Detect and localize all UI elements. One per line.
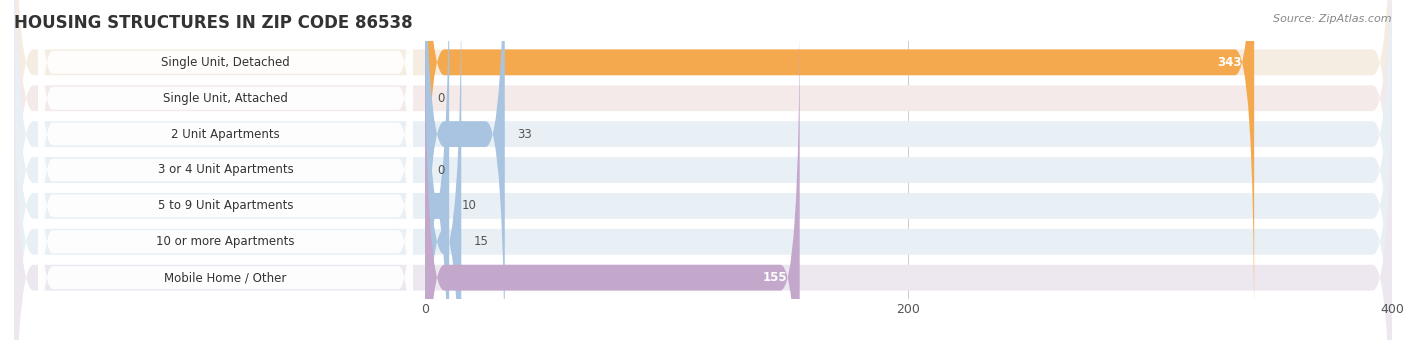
Text: 33: 33	[517, 128, 531, 141]
Text: Source: ZipAtlas.com: Source: ZipAtlas.com	[1274, 14, 1392, 23]
FancyBboxPatch shape	[38, 2, 413, 340]
FancyBboxPatch shape	[425, 0, 461, 340]
FancyBboxPatch shape	[425, 0, 449, 340]
FancyBboxPatch shape	[425, 0, 1254, 337]
Text: HOUSING STRUCTURES IN ZIP CODE 86538: HOUSING STRUCTURES IN ZIP CODE 86538	[14, 14, 413, 32]
FancyBboxPatch shape	[14, 0, 1392, 340]
Text: 10 or more Apartments: 10 or more Apartments	[156, 235, 295, 248]
FancyBboxPatch shape	[14, 3, 1392, 340]
FancyBboxPatch shape	[38, 0, 413, 340]
FancyBboxPatch shape	[425, 3, 800, 340]
FancyBboxPatch shape	[14, 0, 1392, 340]
Text: 155: 155	[763, 271, 787, 284]
Text: Mobile Home / Other: Mobile Home / Other	[165, 271, 287, 284]
Text: 5 to 9 Unit Apartments: 5 to 9 Unit Apartments	[157, 199, 294, 212]
FancyBboxPatch shape	[38, 38, 413, 340]
FancyBboxPatch shape	[14, 0, 1392, 340]
Text: 2 Unit Apartments: 2 Unit Apartments	[172, 128, 280, 141]
Text: 10: 10	[461, 199, 477, 212]
FancyBboxPatch shape	[38, 74, 413, 340]
FancyBboxPatch shape	[38, 0, 413, 302]
Text: 0: 0	[437, 164, 444, 176]
FancyBboxPatch shape	[38, 0, 413, 266]
FancyBboxPatch shape	[425, 0, 505, 340]
Text: 343: 343	[1218, 56, 1241, 69]
Text: 15: 15	[474, 235, 488, 248]
Text: 3 or 4 Unit Apartments: 3 or 4 Unit Apartments	[157, 164, 294, 176]
FancyBboxPatch shape	[14, 0, 1392, 340]
FancyBboxPatch shape	[38, 0, 413, 338]
Text: Single Unit, Attached: Single Unit, Attached	[163, 92, 288, 105]
Text: Single Unit, Detached: Single Unit, Detached	[162, 56, 290, 69]
FancyBboxPatch shape	[14, 0, 1392, 340]
Text: 0: 0	[437, 92, 444, 105]
FancyBboxPatch shape	[14, 0, 1392, 337]
